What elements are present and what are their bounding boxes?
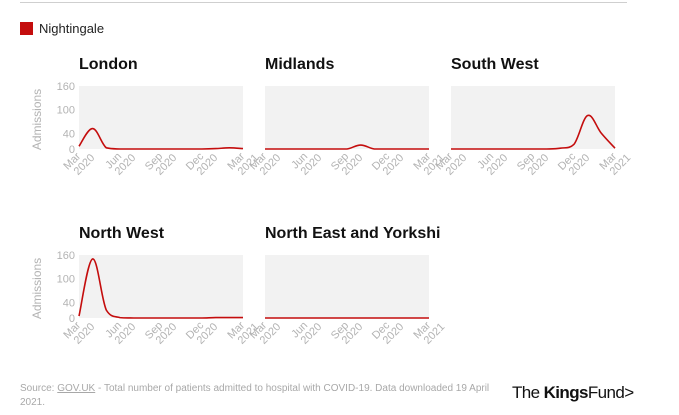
series-line — [264, 144, 429, 150]
panel-title: Midlands — [265, 56, 334, 73]
panel-title: North West — [79, 225, 165, 242]
legend-swatch — [20, 22, 33, 35]
y-tick-label: 160 — [57, 250, 75, 262]
x-tick-label: Mar2020 — [61, 144, 97, 180]
logo-word-kings: Kings — [543, 383, 589, 402]
x-tick-label: Dec2020 — [556, 144, 592, 180]
source-link[interactable]: GOV.UK — [57, 383, 96, 394]
panel-title: South West — [451, 56, 539, 73]
plot-background — [79, 255, 243, 318]
kings-fund-logo[interactable]: The KingsFund> — [512, 383, 634, 403]
y-axis-label: Admissions — [30, 258, 44, 319]
y-tick-label: 160 — [57, 81, 75, 93]
y-tick-label: 100 — [57, 105, 75, 117]
y-axis-label: Admissions — [30, 89, 44, 150]
series-line — [450, 114, 616, 150]
plot-background — [79, 86, 243, 149]
y-tick-label: 100 — [57, 274, 75, 286]
series-line — [78, 127, 244, 150]
x-tick-label: Mar2021 — [597, 144, 633, 180]
series-line — [78, 258, 243, 319]
logo-chevron: > — [624, 383, 634, 402]
y-tick-label: 40 — [63, 297, 75, 309]
y-tick-label: 0 — [69, 144, 75, 156]
panel-title: North East and Yorkshi — [265, 225, 440, 242]
plot-background — [451, 86, 615, 149]
y-tick-label: 0 — [69, 313, 75, 325]
footer-source: Source: GOV.UK - Total number of patient… — [20, 382, 490, 410]
logo-word-the: The — [512, 383, 544, 402]
source-description: - Total number of patients admitted to h… — [20, 383, 490, 408]
top-rule — [20, 2, 627, 3]
plot-background — [265, 255, 429, 318]
legend[interactable]: Nightingale — [20, 21, 104, 36]
panel-title: London — [79, 56, 138, 73]
plot-background — [265, 86, 429, 149]
logo-word-fund: Fund — [587, 383, 625, 402]
source-prefix: Source: — [20, 383, 58, 394]
x-tick-label: Mar2020 — [61, 313, 97, 349]
y-tick-label: 40 — [63, 128, 75, 140]
legend-label: Nightingale — [39, 21, 105, 36]
